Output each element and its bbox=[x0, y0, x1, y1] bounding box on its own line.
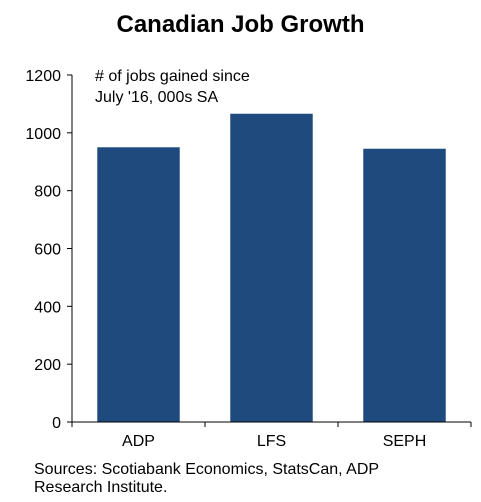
bar-seph bbox=[363, 148, 446, 423]
x-tick-label: SEPH bbox=[383, 433, 427, 450]
y-tick-label: 800 bbox=[34, 184, 61, 201]
y-tick-label: 1000 bbox=[25, 126, 61, 143]
annotation-line-2: July '16, 000s SA bbox=[95, 89, 219, 106]
chart-annotation: # of jobs gained since July '16, 000s SA bbox=[95, 66, 250, 108]
x-axis: ADP LFS SEPH bbox=[71, 421, 472, 450]
y-tick-label: 600 bbox=[34, 242, 61, 259]
bar-lfs bbox=[230, 113, 313, 422]
chart-title: Canadian Job Growth bbox=[116, 11, 365, 38]
y-tick-label: 1200 bbox=[25, 68, 61, 85]
bar-adp bbox=[97, 147, 180, 422]
y-tick-label: 200 bbox=[34, 357, 61, 374]
bars-group bbox=[97, 113, 446, 423]
x-tick-label: ADP bbox=[122, 433, 155, 450]
annotation-line-1: # of jobs gained since bbox=[95, 68, 250, 85]
y-axis: 0 200 400 600 800 1000 1200 bbox=[25, 68, 73, 432]
x-tick-label: LFS bbox=[257, 433, 286, 450]
bar-chart: 0 200 400 600 800 1000 1200 ADP LFS SEPH bbox=[25, 68, 472, 450]
y-tick-label: 400 bbox=[34, 299, 61, 316]
source-line-2: Research Institute. bbox=[34, 479, 168, 496]
source-note: Sources: Scotiabank Economics, StatsCan,… bbox=[34, 461, 474, 497]
source-line-1: Sources: Scotiabank Economics, StatsCan,… bbox=[34, 461, 380, 478]
y-tick-label: 0 bbox=[52, 415, 61, 432]
